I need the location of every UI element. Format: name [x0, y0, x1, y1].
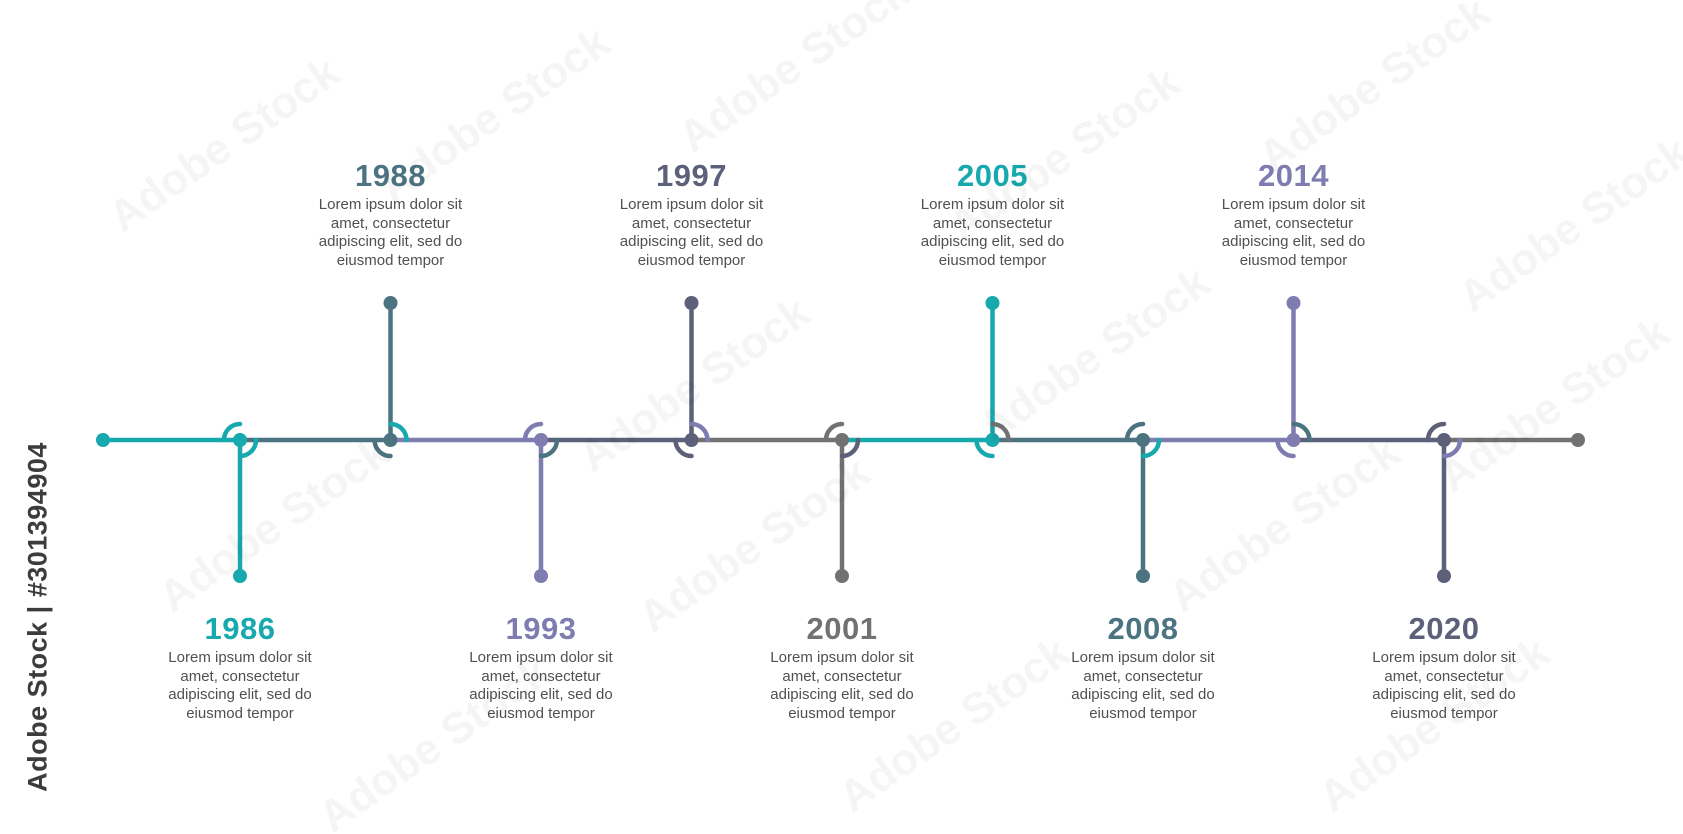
event-year: 2001 [806, 611, 878, 646]
timeline-node-dot [1136, 433, 1150, 447]
timeline-event-1993: 1993 Lorem ipsum dolor sit amet, consecte… [446, 611, 636, 723]
timeline-node-arc [237, 437, 259, 459]
timeline-node-arc [974, 437, 995, 459]
timeline-tip-dot [985, 296, 1000, 310]
timeline-event-2020: 2020 Lorem ipsum dolor sit amet, consecte… [1349, 611, 1539, 723]
event-description: Lorem ipsum dolor sit amet, consectetur … [318, 196, 463, 269]
timeline-event-1988: 1988 Lorem ipsum dolor sit amet, consecte… [296, 158, 486, 270]
stock-credit: Adobe Stock | #301394904 [22, 442, 53, 792]
event-year: 2005 [957, 158, 1028, 193]
event-description: Lorem ipsum dolor sit amet, consectetur … [168, 649, 312, 722]
timeline-tip-dot [534, 569, 548, 583]
timeline-node-arc [1124, 421, 1146, 443]
event-year: 1988 [355, 158, 426, 193]
timeline-node-arc [522, 421, 544, 443]
timeline-start-dot [96, 433, 110, 447]
event-year: 1993 [505, 611, 577, 646]
timeline-tip-dot [684, 296, 699, 310]
event-year: 2014 [1258, 158, 1329, 193]
timeline-node-arc [1425, 421, 1447, 443]
timeline-event-2005: 2005 Lorem ipsum dolor sit amet, consecte… [898, 158, 1088, 270]
timeline-node-arc [538, 437, 560, 459]
timeline-node-arc [1291, 421, 1312, 443]
timeline-node-arc [372, 437, 393, 459]
timeline-node-arc [388, 421, 409, 443]
timeline-node-arc [689, 421, 710, 443]
timeline-node-arc [221, 421, 243, 443]
timeline-node-dot [684, 433, 699, 447]
timeline-event-2014: 2014 Lorem ipsum dolor sit amet, consecte… [1199, 158, 1389, 270]
event-description: Lorem ipsum dolor sit amet, consectetur … [619, 196, 764, 269]
timeline-node-arc [1275, 437, 1296, 459]
timeline-event-1986: 1986 Lorem ipsum dolor sit amet, consecte… [145, 611, 335, 723]
timeline-tip-dot [233, 569, 247, 583]
timeline-tip-dot [1136, 569, 1150, 583]
timeline-node-dot [835, 433, 849, 447]
event-description: Lorem ipsum dolor sit amet, consectetur … [469, 649, 613, 722]
event-year: 2008 [1107, 611, 1179, 646]
event-year: 1986 [204, 611, 276, 646]
timeline-node-dot [985, 433, 1000, 447]
event-description: Lorem ipsum dolor sit amet, consectetur … [920, 196, 1065, 269]
event-description: Lorem ipsum dolor sit amet, consectetur … [1221, 196, 1366, 269]
timeline-event-2001: 2001 Lorem ipsum dolor sit amet, consecte… [747, 611, 937, 723]
timeline-node-arc [673, 437, 694, 459]
timeline-node-dot [233, 433, 247, 447]
timeline-event-1997: 1997 Lorem ipsum dolor sit amet, consecte… [597, 158, 787, 270]
timeline-tip-dot [1437, 569, 1451, 583]
timeline-event-2008: 2008 Lorem ipsum dolor sit amet, consecte… [1048, 611, 1238, 723]
timeline-tip-dot [835, 569, 849, 583]
timeline-end-dot [1571, 433, 1585, 447]
timeline-node-arc [990, 421, 1011, 443]
timeline-tip-dot [1286, 296, 1301, 310]
event-description: Lorem ipsum dolor sit amet, consectetur … [770, 649, 914, 722]
timeline-node-arc [839, 437, 861, 459]
event-description: Lorem ipsum dolor sit amet, consectetur … [1372, 649, 1516, 722]
timeline-node-dot [1286, 433, 1301, 447]
event-year: 2020 [1408, 611, 1480, 646]
timeline-node-dot [534, 433, 548, 447]
timeline-node-dot [383, 433, 398, 447]
timeline-node-dot [1437, 433, 1451, 447]
event-description: Lorem ipsum dolor sit amet, consectetur … [1071, 649, 1215, 722]
timeline-node-arc [1441, 437, 1463, 459]
event-year: 1997 [656, 158, 727, 193]
timeline-tip-dot [383, 296, 398, 310]
timeline-node-arc [823, 421, 845, 443]
timeline-node-arc [1140, 437, 1162, 459]
